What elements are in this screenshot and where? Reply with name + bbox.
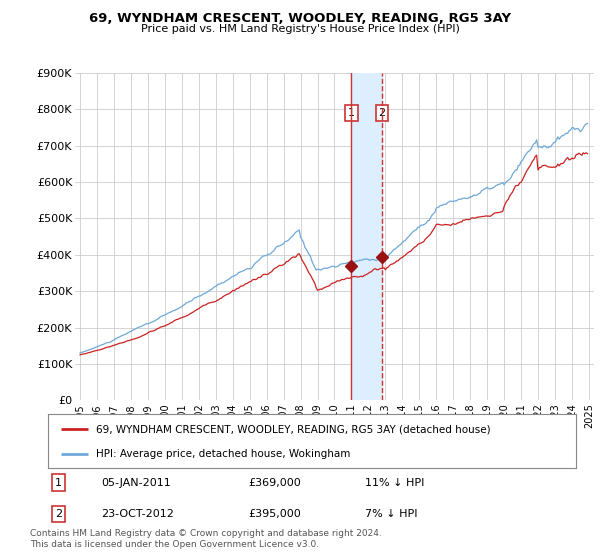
Text: 1: 1 bbox=[348, 108, 355, 118]
Text: 7% ↓ HPI: 7% ↓ HPI bbox=[365, 509, 418, 519]
Text: Contains HM Land Registry data © Crown copyright and database right 2024.
This d: Contains HM Land Registry data © Crown c… bbox=[30, 529, 382, 549]
Text: HPI: Average price, detached house, Wokingham: HPI: Average price, detached house, Woki… bbox=[95, 449, 350, 459]
Text: 05-JAN-2011: 05-JAN-2011 bbox=[101, 478, 170, 488]
Bar bbox=[352, 73, 382, 400]
Text: 2: 2 bbox=[379, 108, 386, 118]
Text: 69, WYNDHAM CRESCENT, WOODLEY, READING, RG5 3AY: 69, WYNDHAM CRESCENT, WOODLEY, READING, … bbox=[89, 12, 511, 25]
Text: 2: 2 bbox=[55, 509, 62, 519]
Text: 11% ↓ HPI: 11% ↓ HPI bbox=[365, 478, 424, 488]
Text: 69, WYNDHAM CRESCENT, WOODLEY, READING, RG5 3AY (detached house): 69, WYNDHAM CRESCENT, WOODLEY, READING, … bbox=[95, 424, 490, 435]
Text: Price paid vs. HM Land Registry's House Price Index (HPI): Price paid vs. HM Land Registry's House … bbox=[140, 24, 460, 34]
Text: 23-OCT-2012: 23-OCT-2012 bbox=[101, 509, 173, 519]
Text: £369,000: £369,000 bbox=[248, 478, 301, 488]
Text: £395,000: £395,000 bbox=[248, 509, 301, 519]
Text: 1: 1 bbox=[55, 478, 62, 488]
